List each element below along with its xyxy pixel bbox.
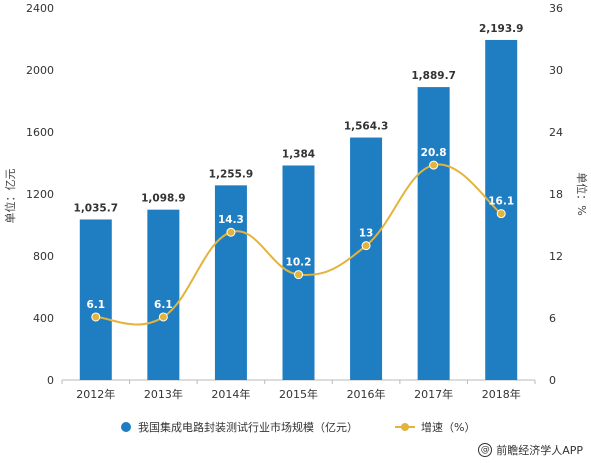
x-tick-label: 2018年 — [482, 387, 521, 401]
legend-bar-swatch — [121, 422, 131, 432]
bar-data-label: 1,889.7 — [411, 70, 456, 82]
line-point — [361, 241, 371, 251]
x-tick-label: 2017年 — [414, 387, 453, 401]
bar-data-label: 2,193.9 — [479, 23, 524, 35]
plot-area: 1,035.7 1,098.9 1,255.9 1,384 1,564.3 1,889.7… — [62, 23, 535, 381]
bar-data-label: 1,384 — [282, 148, 315, 160]
y2-tick-label: 36 — [549, 2, 563, 15]
x-tick-label: 2014年 — [211, 387, 250, 401]
x-tick-label: 2012年 — [76, 387, 115, 401]
footer-credit-text: 前瞻经济学人APP — [496, 444, 583, 457]
y2-axis-title: 单位：% — [575, 172, 589, 215]
footer-credit: @ 前瞻经济学人APP — [478, 442, 583, 458]
line-data-label: 16.1 — [488, 196, 514, 208]
y-tick-label: 2000 — [26, 64, 54, 77]
at-icon: @ — [478, 443, 493, 457]
bar — [350, 137, 383, 380]
line-point — [91, 312, 101, 322]
y2-tick-label: 0 — [549, 374, 556, 387]
y-axis-left: 0 400 800 1200 1600 2000 2400 — [26, 2, 54, 387]
bar-data-label: 1,255.9 — [209, 168, 254, 180]
line-point — [226, 227, 236, 237]
bar-data-label: 1,098.9 — [141, 193, 186, 205]
x-tick-label: 2015年 — [279, 387, 318, 401]
bar — [147, 209, 180, 380]
line-point — [158, 312, 168, 322]
bar — [79, 219, 112, 380]
y2-tick-label: 6 — [549, 312, 556, 325]
legend-bar-label: 我国集成电路封装测试行业市场规模（亿元） — [138, 420, 358, 434]
y2-tick-label: 18 — [549, 188, 563, 201]
line-data-label: 10.2 — [286, 257, 312, 269]
x-axis: 2012年 2013年 2014年 2015年 2016年 2017年 2018年 — [61, 380, 536, 401]
y-tick-label: 800 — [33, 250, 54, 263]
line-point — [496, 209, 506, 219]
y-tick-label: 400 — [33, 312, 54, 325]
line-data-label: 6.1 — [86, 299, 105, 311]
y-axis-title: 单位：亿元 — [3, 169, 17, 224]
y2-tick-label: 30 — [549, 64, 563, 77]
line-data-label: 6.1 — [154, 299, 173, 311]
y-tick-label: 1600 — [26, 126, 54, 139]
y-tick-label: 0 — [47, 374, 54, 387]
line-data-label: 14.3 — [218, 214, 244, 226]
legend: 我国集成电路封装测试行业市场规模（亿元） 增速（%） — [121, 420, 475, 434]
y-tick-label: 2400 — [26, 2, 54, 15]
legend-line-label: 增速（%） — [421, 420, 475, 434]
line-point — [294, 270, 303, 280]
bar — [214, 185, 247, 380]
x-tick-label: 2013年 — [144, 387, 183, 401]
y2-tick-label: 12 — [549, 250, 563, 263]
bar — [417, 87, 450, 380]
x-tick-label: 2016年 — [347, 387, 386, 401]
line-data-label: 20.8 — [421, 147, 447, 159]
y2-tick-label: 24 — [549, 126, 563, 139]
line-point — [429, 160, 439, 170]
bar-data-label: 1,035.7 — [74, 202, 119, 214]
y-axis-right: 0 6 12 18 24 30 36 — [549, 2, 563, 387]
bar-data-label: 1,564.3 — [344, 121, 389, 133]
y-tick-label: 1200 — [26, 188, 54, 201]
line-data-label: 13 — [359, 228, 374, 240]
legend-line-marker — [401, 423, 409, 431]
